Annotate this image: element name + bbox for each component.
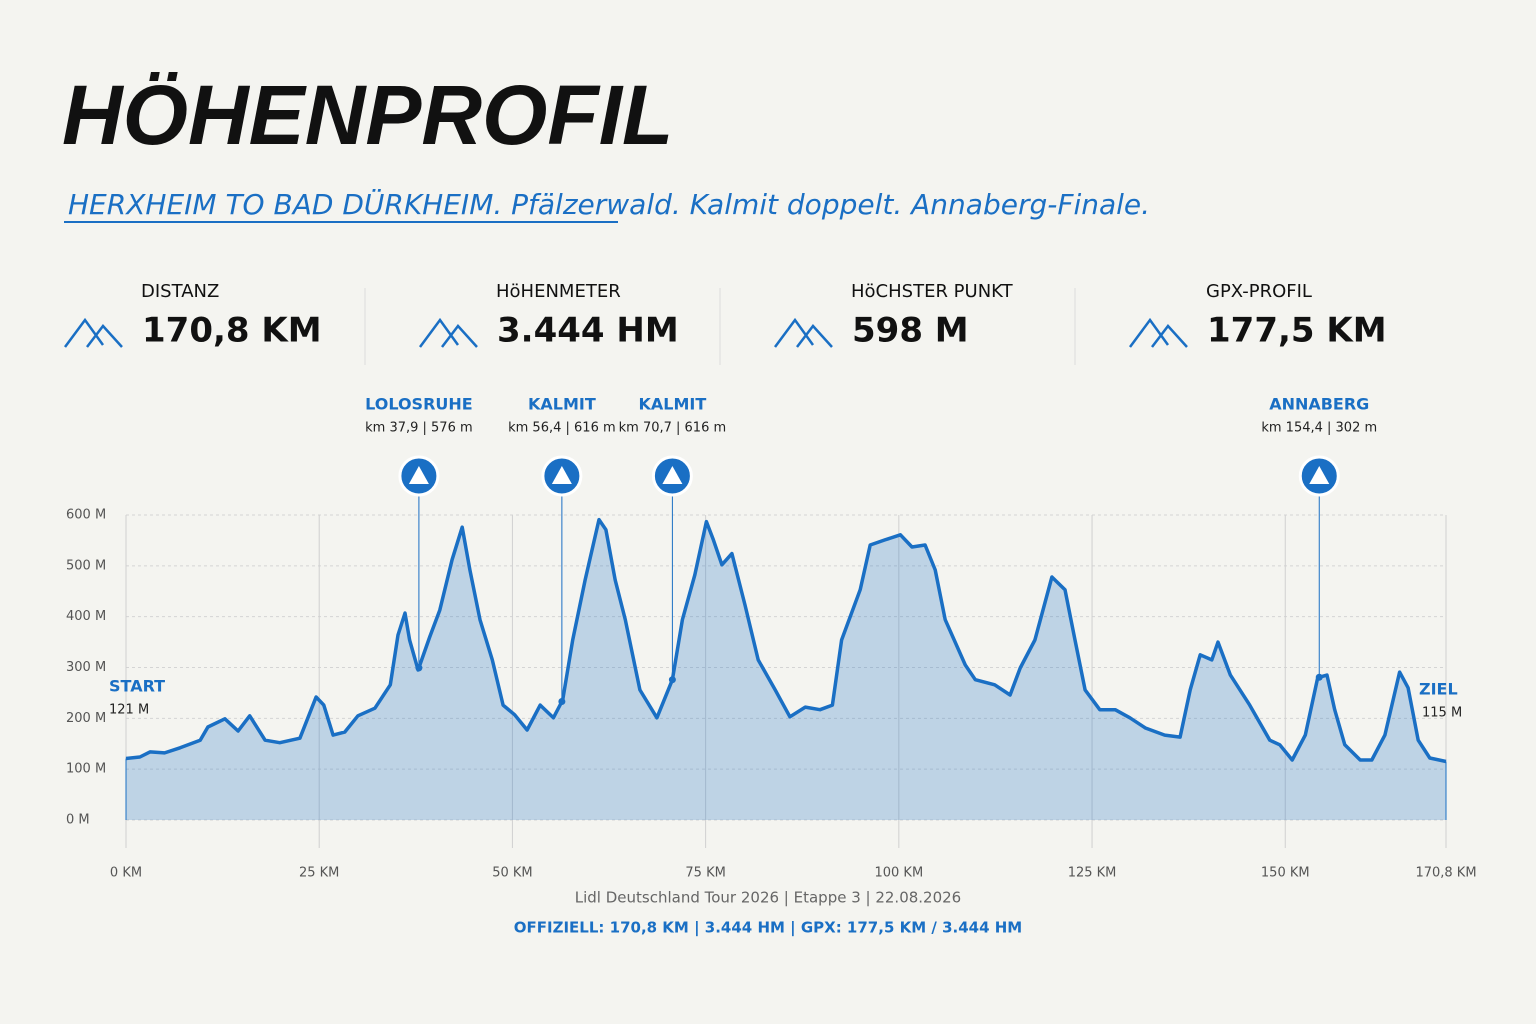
x-tick-label: 150 KM bbox=[1261, 866, 1310, 881]
pin-icon bbox=[408, 466, 429, 484]
y-tick-label: 100 M bbox=[66, 762, 106, 777]
y-tick-label: 300 M bbox=[66, 660, 106, 675]
stat-label: HöCHSTER PUNKT bbox=[851, 281, 1014, 302]
mountain-icon bbox=[418, 317, 478, 348]
annotation-name: ANNABERG bbox=[1269, 395, 1369, 414]
y-tick-label: 400 M bbox=[66, 609, 106, 624]
annotation-label: km 70,7 | 616 m bbox=[619, 421, 727, 436]
pin-icon bbox=[1309, 466, 1330, 484]
pin-dot bbox=[668, 676, 676, 684]
y-tick-label: 600 M bbox=[66, 508, 106, 523]
x-tick-label: 125 KM bbox=[1068, 866, 1117, 881]
mountain-icon bbox=[63, 317, 123, 348]
x-tick-label: 100 KM bbox=[874, 866, 923, 881]
x-tick-label: 0 KM bbox=[110, 866, 142, 881]
annotation-label: km 37,9 | 576 m bbox=[365, 421, 473, 436]
pin-icon bbox=[662, 466, 683, 484]
footer-line: Lidl Deutschland Tour 2026 | Etappe 3 | … bbox=[575, 889, 961, 907]
start-label: 121 M bbox=[109, 703, 149, 718]
stat-value: 170,8 KM bbox=[142, 311, 322, 351]
pin-dot bbox=[558, 698, 566, 706]
subtitle: HERXHEIM TO BAD DÜRKHEIM. Pfälzerwald. K… bbox=[68, 187, 1150, 221]
stat-label: HöHENMETER bbox=[496, 281, 621, 302]
x-tick-label: 170,8 KM bbox=[1415, 866, 1476, 881]
end-label: 115 M bbox=[1422, 706, 1462, 721]
annotation-name: KALMIT bbox=[528, 395, 596, 414]
pin-dot bbox=[415, 664, 423, 672]
mountain-icon bbox=[1128, 317, 1188, 348]
title: HÖHENPROFIL bbox=[62, 68, 673, 162]
y-tick-label: 0 M bbox=[66, 813, 90, 828]
pin-dot bbox=[1315, 673, 1323, 681]
annotation-label: km 56,4 | 616 m bbox=[508, 421, 616, 436]
y-tick-label: 200 M bbox=[66, 711, 106, 726]
stat-value: 177,5 KM bbox=[1207, 311, 1387, 351]
stat-label: GPX-PROFIL bbox=[1206, 281, 1312, 302]
footer-summary: OFFIZIELL: 170,8 KM | 3.444 HM | GPX: 17… bbox=[514, 919, 1022, 938]
stat-label: DISTANZ bbox=[141, 281, 219, 302]
y-tick-label: 500 M bbox=[66, 558, 106, 573]
x-tick-label: 25 KM bbox=[299, 866, 339, 881]
stat-value: 598 M bbox=[852, 311, 969, 351]
elevation-line bbox=[125, 517, 1447, 764]
annotation-name: LOLOSRUHE bbox=[365, 395, 473, 414]
annotation-name: KALMIT bbox=[639, 395, 707, 414]
start-name: START bbox=[109, 677, 165, 696]
annotation-label: km 154,4 | 302 m bbox=[1261, 421, 1377, 436]
pin-icon bbox=[551, 466, 572, 484]
stat-value: 3.444 HM bbox=[497, 311, 679, 351]
x-tick-label: 75 KM bbox=[685, 866, 725, 881]
area bbox=[126, 519, 1446, 820]
x-tick-label: 50 KM bbox=[492, 866, 532, 881]
mountain-icon bbox=[773, 317, 833, 348]
end-name: ZIEL bbox=[1419, 680, 1458, 699]
